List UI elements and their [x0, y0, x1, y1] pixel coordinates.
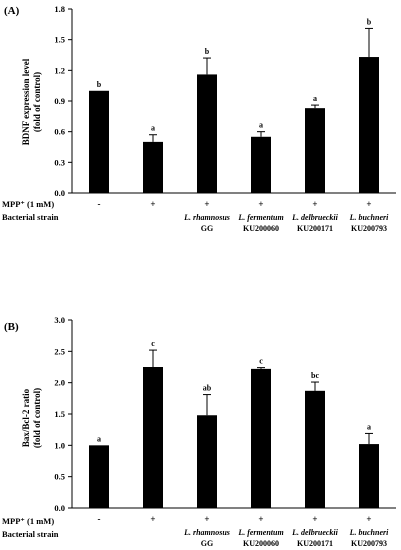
- b-ytick-label-0: 0.0: [54, 503, 65, 513]
- b-strain-name-3: L. fermentum: [237, 528, 283, 537]
- panel-b-mpp-label: MPP⁺ (1 mM): [2, 516, 54, 526]
- b-sig-letter-2: ab: [203, 384, 212, 393]
- b-strain-name-2: L. rhamnosus: [183, 528, 230, 537]
- a-strain-name-2: L. rhamnosus: [183, 213, 230, 222]
- a-mpp-value-2: +: [204, 199, 209, 209]
- a-ytick-label-1: 0.3: [54, 157, 65, 167]
- panel-a-mpp-label: MPP⁺ (1 mM): [2, 199, 54, 209]
- a-strain-code-5: KU200793: [351, 224, 387, 233]
- b-mpp-value-5: +: [366, 514, 371, 524]
- panel-b-label: (B): [4, 321, 19, 333]
- b-bar-5: [359, 444, 379, 508]
- panel-b-x-labels: - + + L. rhamnosus GG + L. fermentum KU200060 + L…: [98, 514, 390, 548]
- a-bar-0: [89, 90, 109, 193]
- a-bar-5: [359, 57, 379, 193]
- b-bar-3: [251, 368, 271, 508]
- a-ytick-label-5: 1.5: [54, 35, 65, 45]
- a-bar-2: [197, 74, 217, 193]
- a-mpp-value-3: +: [258, 199, 263, 209]
- a-bar-3: [251, 136, 271, 193]
- panel-a-ylabel-line1: BDNF expression level: [21, 58, 31, 145]
- b-bar-4: [305, 390, 325, 508]
- panel-b-ylabel-line1: Bax/Bcl-2 ratio: [21, 388, 31, 447]
- panel-a: (A) BDNF expression level (fold of contr…: [2, 4, 396, 233]
- a-bar-1: [143, 141, 163, 193]
- b-mpp-value-3: +: [258, 514, 263, 524]
- b-strain-code-3: KU200060: [243, 539, 279, 548]
- a-sig-letter-3: a: [259, 121, 263, 130]
- panel-b-bars: a c ab c bc a: [89, 339, 379, 508]
- b-mpp-value-4: +: [312, 514, 317, 524]
- a-strain-name-3: L. fermentum: [237, 213, 283, 222]
- a-strain-code-3: KU200060: [243, 224, 279, 233]
- a-mpp-value-4: +: [312, 199, 317, 209]
- a-mpp-value-5: +: [366, 199, 371, 209]
- panel-b-strain-label: Bacterial strain: [2, 529, 59, 539]
- a-strain-name-5: L. buchneri: [349, 213, 389, 222]
- a-sig-letter-1: a: [151, 124, 155, 133]
- b-sig-letter-3: c: [259, 357, 263, 366]
- a-strain-name-4: L. delbrueckii: [291, 213, 339, 222]
- panel-b: (B) Bax/Bcl-2 ratio (fold of control) 0.…: [2, 315, 396, 548]
- b-ytick-label-2: 1.0: [54, 440, 65, 450]
- panel-a-x-labels: - + + L. rhamnosus GG + L. fermentum KU200060 + L…: [98, 199, 390, 233]
- a-ytick-label-3: 0.9: [54, 96, 65, 106]
- b-strain-name-4: L. delbrueckii: [291, 528, 339, 537]
- b-ytick-label-4: 2.0: [54, 378, 65, 388]
- a-ytick-label-0: 0.0: [54, 188, 65, 198]
- b-sig-letter-1: c: [151, 339, 155, 348]
- b-strain-code-4: KU200171: [297, 539, 333, 548]
- b-ytick-label-1: 0.5: [54, 472, 65, 482]
- b-ytick-label-5: 2.5: [54, 346, 65, 356]
- panel-b-y-ticks: 0.0 0.5 1.0 1.5 2.0 2.5 3.0: [54, 315, 72, 513]
- a-sig-letter-2: b: [205, 47, 210, 56]
- a-bar-4: [305, 108, 325, 193]
- a-mpp-value-1: +: [150, 199, 155, 209]
- b-sig-letter-5: a: [367, 422, 371, 431]
- a-strain-code-4: KU200171: [297, 224, 333, 233]
- b-ytick-label-6: 3.0: [54, 315, 65, 325]
- b-sig-letter-0: a: [97, 434, 101, 443]
- panel-a-y-ticks: 0.0 0.3 0.6 0.9 1.2 1.5 1.8: [54, 4, 72, 198]
- panel-a-strain-label: Bacterial strain: [2, 212, 59, 222]
- a-ytick-label-2: 0.6: [54, 127, 65, 137]
- a-strain-code-2: GG: [201, 224, 213, 233]
- a-ytick-label-4: 1.2: [54, 65, 65, 75]
- b-strain-code-2: GG: [201, 539, 213, 548]
- a-sig-letter-4: a: [313, 94, 317, 103]
- b-strain-code-5: KU200793: [351, 539, 387, 548]
- a-sig-letter-5: b: [367, 17, 372, 26]
- b-mpp-value-0: -: [98, 514, 101, 524]
- b-strain-name-5: L. buchneri: [349, 528, 389, 537]
- panel-a-bars: b a b a a b: [89, 17, 379, 193]
- a-ytick-label-6: 1.8: [54, 4, 65, 14]
- b-mpp-value-1: +: [150, 514, 155, 524]
- b-bar-2: [197, 415, 217, 508]
- panel-b-ylabel-line2: (fold of control): [32, 388, 42, 448]
- b-bar-1: [143, 367, 163, 508]
- b-ytick-label-3: 1.5: [54, 409, 65, 419]
- b-mpp-value-2: +: [204, 514, 209, 524]
- a-sig-letter-0: b: [97, 80, 102, 89]
- b-sig-letter-4: bc: [311, 371, 319, 380]
- panel-a-ylabel-line2: (fold of control): [32, 72, 42, 132]
- panel-a-label: (A): [4, 5, 20, 17]
- b-bar-0: [89, 445, 109, 508]
- a-mpp-value-0: -: [98, 199, 101, 209]
